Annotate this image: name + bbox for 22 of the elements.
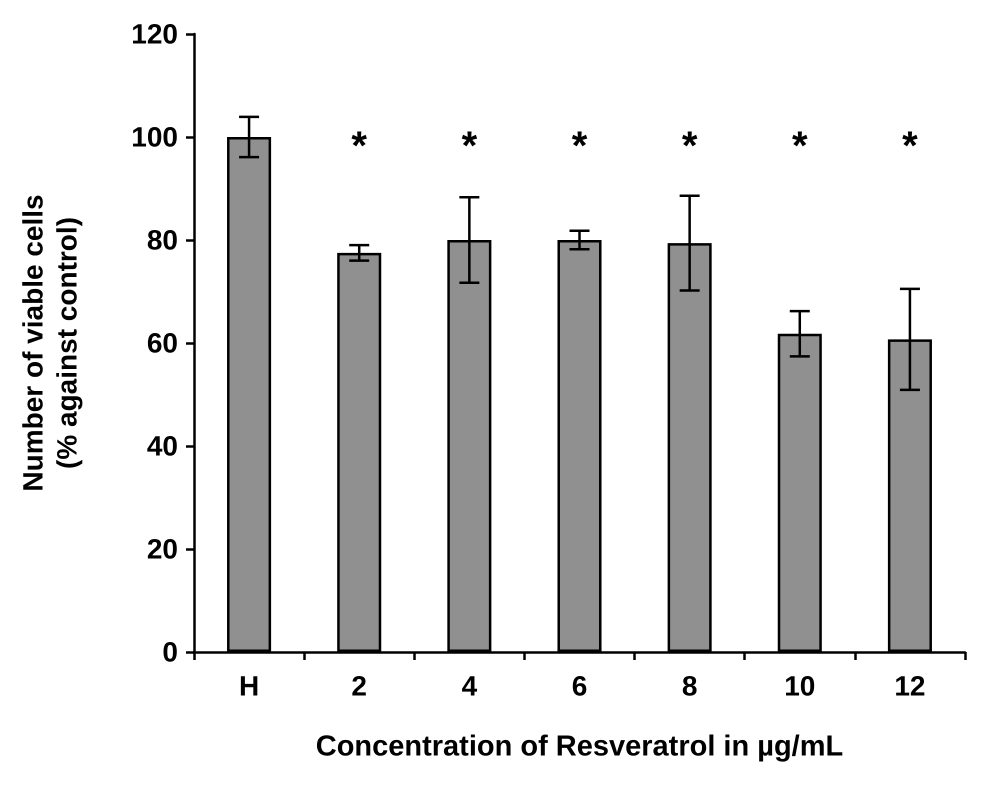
x-tick-label: H [238, 670, 260, 702]
annotation: * [462, 124, 478, 168]
y-tick-label: 80 [146, 224, 178, 256]
x-tick-label: 4 [462, 670, 478, 702]
annotation: * [792, 124, 808, 168]
x-tick-label: 2 [351, 670, 368, 702]
y-tick-label: 40 [146, 430, 178, 462]
y-axis-title: Number of viable cells (% against control) [18, 194, 82, 492]
annotation: * [682, 124, 698, 168]
annotation: * [351, 124, 368, 168]
x-axis-title: Concentration of Resveratrol in µg/mL [316, 730, 844, 762]
x-tick-label: 12 [894, 670, 926, 702]
y-tick-label: 100 [131, 122, 178, 152]
x-tick-label: 10 [784, 670, 816, 702]
x-tick-label: 8 [682, 670, 698, 702]
annotation: * [572, 124, 588, 168]
y-tick-label: 120 [131, 18, 178, 50]
y-tick-label: 0 [162, 636, 178, 668]
x-tick-label: 6 [572, 670, 588, 702]
y-tick-label: 20 [146, 534, 178, 564]
annotation: * [902, 124, 918, 168]
y-tick-label: 60 [146, 328, 178, 358]
